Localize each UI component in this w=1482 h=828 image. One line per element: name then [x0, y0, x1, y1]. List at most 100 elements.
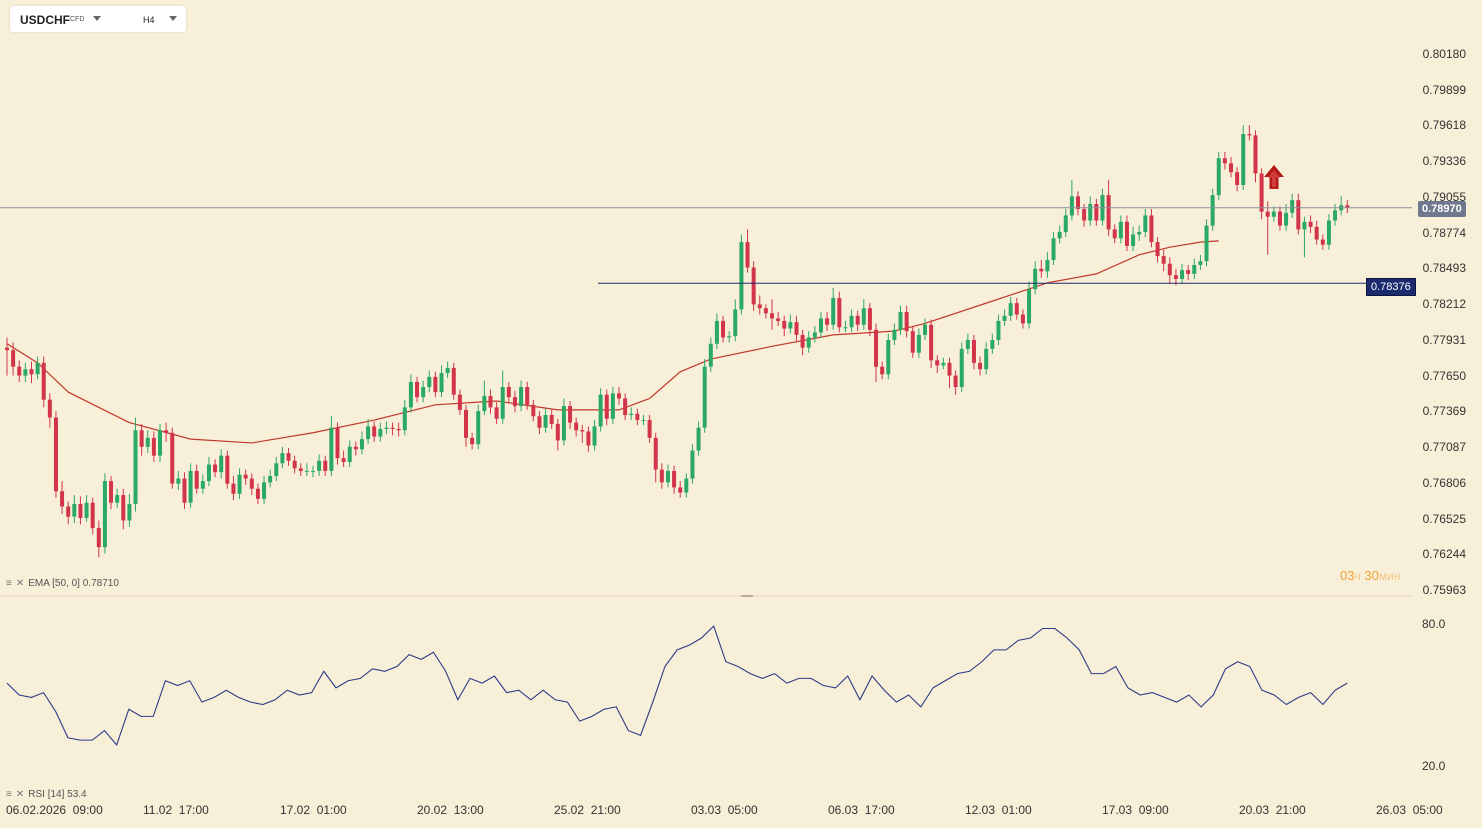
- candle-body: [867, 308, 872, 330]
- candle-body: [690, 450, 695, 479]
- candle: [1320, 234, 1325, 250]
- candle: [41, 356, 46, 408]
- dropdown-icon[interactable]: [93, 16, 101, 21]
- candle-body: [1259, 173, 1264, 212]
- candle-body: [359, 439, 364, 450]
- candle-body: [708, 343, 713, 367]
- candle-body: [164, 430, 169, 433]
- candle-body: [1271, 211, 1276, 217]
- candle: [923, 318, 927, 340]
- candle: [1063, 209, 1068, 238]
- candle: [990, 333, 995, 354]
- timer-minutes-unit: мин: [1378, 569, 1401, 583]
- candle-body: [451, 367, 456, 395]
- candle: [549, 409, 554, 429]
- candle-body: [702, 366, 707, 428]
- candle: [353, 441, 358, 456]
- candle-body: [1020, 314, 1025, 324]
- candle: [237, 468, 242, 499]
- candle: [678, 481, 683, 498]
- candle: [604, 389, 609, 426]
- candle: [610, 387, 615, 424]
- candle: [127, 493, 132, 527]
- candle-body: [531, 404, 536, 417]
- candle-body: [225, 455, 230, 484]
- candle-body: [1137, 231, 1142, 235]
- dropdown-icon[interactable]: [169, 16, 177, 21]
- candle-body: [610, 393, 615, 419]
- candle-body: [145, 437, 150, 447]
- candle: [751, 261, 756, 311]
- timer-hours-unit: ч: [1354, 569, 1361, 583]
- candle-body: [372, 426, 377, 437]
- candle-body: [78, 503, 83, 518]
- candle-body: [1204, 225, 1209, 262]
- indicator-menu-icon[interactable]: ≡: [6, 789, 12, 800]
- candle-body: [733, 309, 738, 337]
- candle: [971, 334, 976, 370]
- price-tick-label: 0.78774: [1422, 225, 1466, 240]
- symbol-name[interactable]: USDCHF: [20, 13, 70, 27]
- candle: [151, 431, 156, 463]
- candle: [200, 474, 205, 494]
- candle-body: [1082, 209, 1087, 221]
- candle-body: [849, 315, 854, 328]
- candle-body: [916, 334, 921, 353]
- candle-body: [60, 491, 65, 507]
- candle: [286, 448, 291, 466]
- candle-body: [317, 460, 322, 471]
- candle: [696, 421, 701, 456]
- candle-body: [11, 350, 16, 367]
- candle-body: [788, 322, 793, 329]
- ema-params: [50, 0]: [52, 578, 80, 589]
- price-tick-label: 0.80180: [1422, 47, 1466, 61]
- candle: [818, 312, 823, 338]
- candle: [102, 473, 107, 554]
- candle-body: [298, 468, 303, 471]
- candle: [494, 402, 499, 424]
- candle: [347, 440, 352, 468]
- candle: [476, 404, 481, 450]
- candle: [1235, 167, 1240, 192]
- candle: [763, 304, 768, 319]
- close-icon[interactable]: ✕: [15, 789, 25, 800]
- candle-body: [41, 362, 46, 400]
- candle-body: [929, 324, 934, 361]
- indicator-menu-icon[interactable]: ≡: [6, 578, 12, 589]
- level-price-tag[interactable]: 0.78376: [1366, 278, 1416, 296]
- candle-body: [892, 329, 897, 340]
- rsi-line: [6, 625, 1348, 746]
- time-tick-label: 17.02 01:00: [280, 803, 347, 817]
- candle-body: [323, 460, 328, 471]
- candle: [1033, 261, 1038, 295]
- candle-body: [1290, 200, 1295, 213]
- candle-body: [219, 455, 224, 473]
- candle-body: [29, 369, 34, 375]
- candle-body: [519, 387, 524, 407]
- candle-body: [151, 437, 156, 456]
- close-icon[interactable]: ✕: [15, 578, 25, 589]
- candle-body: [561, 406, 566, 441]
- candle: [323, 455, 328, 476]
- candle-body: [574, 422, 579, 431]
- candle-body: [1149, 215, 1154, 243]
- candle: [1167, 257, 1172, 285]
- candle: [519, 380, 524, 412]
- candle: [506, 381, 511, 404]
- candle-body: [421, 387, 426, 398]
- rsi-value: 53.4: [67, 789, 87, 800]
- candle-body: [782, 320, 787, 329]
- timeframe-selector[interactable]: H4: [143, 15, 155, 25]
- candle: [806, 331, 811, 353]
- candle-body: [1222, 158, 1227, 164]
- time-tick-label: 12.03 01:00: [965, 803, 1032, 817]
- candle-body: [1057, 231, 1062, 239]
- candle: [1229, 156, 1233, 178]
- candle: [1039, 259, 1044, 278]
- candle: [225, 450, 230, 489]
- candle-body: [678, 487, 683, 493]
- candle: [1045, 252, 1050, 278]
- candle-body: [1155, 242, 1160, 257]
- candle-body: [941, 362, 946, 366]
